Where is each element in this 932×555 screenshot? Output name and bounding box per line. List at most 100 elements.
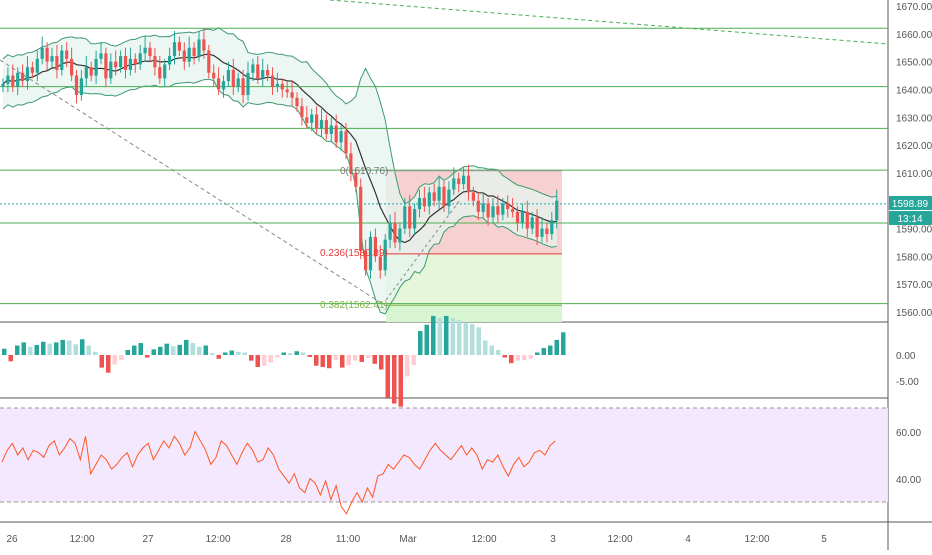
macd-bar bbox=[327, 355, 332, 369]
candle-body bbox=[305, 117, 309, 123]
macd-bar bbox=[528, 355, 533, 359]
macd-bar bbox=[171, 346, 176, 355]
candle-body bbox=[158, 67, 162, 79]
macd-bar bbox=[457, 320, 462, 355]
macd-bar bbox=[268, 355, 273, 363]
candle-body bbox=[315, 114, 319, 129]
candle-body bbox=[349, 153, 353, 173]
rsi-tick-label: 60.00 bbox=[896, 428, 921, 439]
macd-bar bbox=[353, 355, 358, 361]
macd-bar bbox=[411, 355, 416, 366]
price-tick-label: 1610.00 bbox=[896, 169, 932, 180]
macd-bar bbox=[106, 355, 111, 373]
candle-body bbox=[251, 64, 255, 73]
time-tick-label: 26 bbox=[6, 534, 18, 545]
candle-body bbox=[109, 61, 113, 79]
macd-bar bbox=[210, 353, 215, 355]
candle-body bbox=[256, 64, 260, 79]
candle-body bbox=[153, 56, 157, 68]
macd-bar bbox=[392, 355, 397, 404]
macd-bar bbox=[158, 346, 163, 355]
candle-body bbox=[525, 211, 529, 229]
candle-body bbox=[163, 64, 167, 79]
candle-body bbox=[373, 236, 377, 257]
candle-body bbox=[398, 228, 402, 243]
candle-body bbox=[388, 222, 392, 240]
candle-body bbox=[290, 92, 294, 98]
candle-body bbox=[241, 78, 245, 96]
macd-bar bbox=[535, 352, 540, 355]
macd-bar bbox=[275, 355, 280, 358]
macd-bar bbox=[229, 350, 234, 355]
macd-bar bbox=[164, 343, 169, 355]
time-tick-label: 12:00 bbox=[744, 534, 769, 545]
candle-body bbox=[123, 56, 128, 70]
candle-body bbox=[496, 206, 500, 215]
candle-body bbox=[413, 209, 417, 229]
candle-body bbox=[207, 50, 211, 73]
time-tick-label: 27 bbox=[142, 534, 154, 545]
candle-body bbox=[84, 67, 88, 79]
price-tick-label: 1640.00 bbox=[896, 85, 932, 96]
candle-body bbox=[55, 56, 59, 70]
candle-body bbox=[143, 47, 147, 54]
candle-body bbox=[344, 131, 348, 154]
macd-bar bbox=[340, 355, 345, 368]
macd-bar bbox=[431, 315, 436, 355]
macd-bar bbox=[294, 351, 299, 355]
price-tick-label: 1650.00 bbox=[896, 58, 932, 69]
candle-body bbox=[300, 106, 304, 118]
candle-body bbox=[324, 120, 328, 134]
candle-body bbox=[119, 56, 123, 68]
macd-bar bbox=[177, 344, 182, 355]
macd-bar bbox=[288, 353, 293, 355]
candle-body bbox=[383, 239, 387, 271]
candle-body bbox=[217, 78, 221, 90]
candle-body bbox=[74, 75, 79, 96]
candle-body bbox=[535, 217, 539, 237]
macd-bar bbox=[28, 346, 33, 355]
candle-body bbox=[511, 209, 515, 212]
candle-body bbox=[79, 78, 83, 96]
macd-bar bbox=[496, 349, 501, 355]
candle-body bbox=[94, 58, 98, 76]
candle-body bbox=[408, 206, 412, 229]
candle-body bbox=[16, 72, 20, 87]
price-tick-label: 1560.00 bbox=[896, 308, 932, 319]
macd-bar bbox=[67, 340, 72, 355]
macd-bar bbox=[489, 345, 494, 355]
macd-bar bbox=[346, 355, 351, 366]
macd-bar bbox=[197, 346, 202, 355]
candle-body bbox=[329, 125, 333, 134]
candle-body bbox=[212, 72, 216, 79]
fib-label-0382: 0.382(1562.41) bbox=[320, 300, 388, 311]
candle-body bbox=[99, 53, 103, 59]
macd-bar bbox=[372, 355, 377, 364]
macd-bar bbox=[249, 355, 254, 361]
candle-body bbox=[486, 203, 490, 218]
time-tick-label: 11:00 bbox=[336, 534, 361, 545]
rsi-line bbox=[1, 430, 556, 515]
candle-body bbox=[550, 220, 554, 235]
macd-bar bbox=[476, 327, 481, 355]
macd-bar bbox=[21, 342, 26, 355]
macd-bar bbox=[418, 331, 423, 355]
candle-body bbox=[236, 78, 240, 87]
macd-bar bbox=[320, 355, 325, 367]
candle-body bbox=[168, 56, 172, 65]
macd-bar bbox=[80, 339, 85, 355]
candle-body bbox=[442, 186, 446, 207]
macd-bar bbox=[132, 345, 137, 355]
candle-body bbox=[138, 53, 142, 65]
macd-bar bbox=[236, 351, 241, 355]
candle-body bbox=[285, 89, 289, 93]
macd-tick-label: 0.00 bbox=[896, 351, 916, 362]
macd-bar bbox=[125, 349, 130, 355]
candle-body bbox=[275, 83, 279, 87]
macd-bar bbox=[483, 340, 488, 355]
candle-body bbox=[368, 236, 373, 271]
time-tick-label: 4 bbox=[685, 534, 691, 545]
candle-body bbox=[280, 83, 284, 90]
